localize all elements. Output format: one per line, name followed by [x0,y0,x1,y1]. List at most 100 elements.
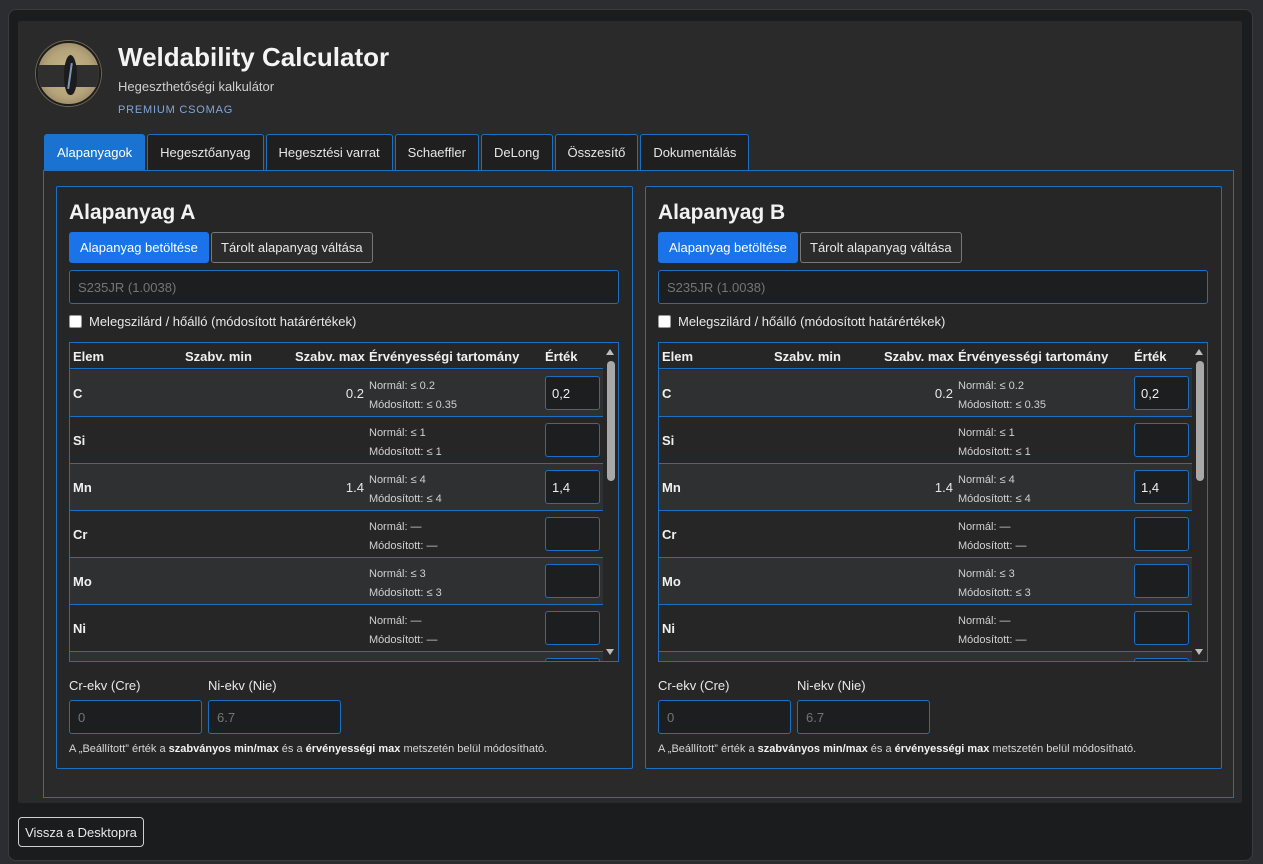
col-validity-range: Érvényességi tartomány [369,349,520,364]
col-value: Érték [1134,349,1167,364]
validity-range: Normál: — Módosított: — [369,518,437,556]
validity-range: Normál: ≤ 1 Módosított: ≤ 1 [958,424,1031,462]
element-value-input[interactable] [1134,517,1189,551]
element-value-input[interactable] [545,658,600,661]
scroll-down-icon[interactable] [1195,649,1203,655]
scroll-down-icon[interactable] [606,649,614,655]
element-value-input[interactable] [1134,376,1189,410]
load-material-button[interactable]: Alapanyag betöltése [658,232,798,263]
table-row-partial [70,652,604,661]
element-symbol: Mo [73,574,92,589]
element-value-input[interactable] [1134,658,1189,661]
element-value-input[interactable] [545,376,600,410]
element-symbol: Mn [73,480,92,495]
validity-range: Normál: ≤ 1 Módosított: ≤ 1 [369,424,442,462]
hot-resistant-toggle[interactable]: Melegszilárd / hőálló (módosított határé… [658,312,945,330]
validity-range: Normál: ≤ 0.2 Módosított: ≤ 0.35 [369,377,457,415]
material-search-input[interactable] [69,270,619,304]
composition-table: Elem Szabv. min Szabv. max Érvényességi … [658,342,1208,662]
range-modified: Módosított: ≤ 4 [369,493,442,505]
scroll-up-icon[interactable] [606,349,614,355]
table-row: Cr Normál: — Módosított: — [70,511,604,558]
element-value-input[interactable] [545,564,600,598]
std-max-value: 0.2 [934,386,953,401]
back-to-desktop-button[interactable]: Vissza a Desktopra [18,817,144,847]
app-logo-icon [36,41,101,106]
tab-osszesito[interactable]: Összesítő [554,134,639,170]
cr-eq-input[interactable] [69,700,202,734]
element-symbol: Cr [73,527,88,542]
range-note: A „Beállított” érték a szabványos min/ma… [69,743,548,755]
tab-content: Alapanyag A Alapanyag betöltése Tárolt a… [43,170,1234,798]
switch-material-button[interactable]: Tárolt alapanyag váltása [211,232,373,263]
validity-range: Normál: ≤ 0.2 Módosított: ≤ 0.35 [958,377,1046,415]
cr-eq-label: Cr-ekv (Cre) [69,678,141,693]
table-row: Ni Normál: — Módosított: — [70,605,604,652]
ni-eq-label: Ni-ekv (Nie) [208,678,277,693]
card-title: Alapanyag A [69,201,196,224]
validity-range: Normál: ≤ 3 Módosított: ≤ 3 [958,565,1031,603]
element-symbol: C [662,386,672,401]
table-row: C 0.2 Normál: ≤ 0.2 Módosított: ≤ 0.35 [70,370,604,417]
range-modified: Módosított: ≤ 1 [369,446,442,458]
element-value-input[interactable] [1134,564,1189,598]
range-normal: Normál: ≤ 1 [958,427,1015,439]
col-elem: Elem [73,349,105,364]
switch-material-button[interactable]: Tárolt alapanyag váltása [800,232,962,263]
range-modified: Módosított: — [958,634,1027,646]
tab-hegesztoanyag[interactable]: Hegesztőanyag [147,134,264,170]
app-subtitle: Hegeszthetőségi kalkulátor [118,79,275,94]
range-modified: Módosított: — [369,540,438,552]
table-row: Mo Normál: ≤ 3 Módosított: ≤ 3 [659,558,1193,605]
col-elem: Elem [662,349,694,364]
range-modified: Módosított: ≤ 3 [958,587,1031,599]
ni-eq-label: Ni-ekv (Nie) [797,678,866,693]
scroll-thumb[interactable] [1196,361,1204,481]
element-value-input[interactable] [1134,611,1189,645]
app-title: Weldability Calculator [118,42,390,72]
range-normal: Normál: ≤ 4 [958,474,1015,486]
scroll-thumb[interactable] [607,361,615,481]
element-value-input[interactable] [545,611,600,645]
range-normal: Normál: ≤ 4 [369,474,426,486]
table-scrollbar[interactable] [603,343,618,661]
material-search-input[interactable] [658,270,1208,304]
table-header: Elem Szabv. min Szabv. max Érvényességi … [659,343,1193,369]
cr-eq-input[interactable] [658,700,791,734]
ni-eq-input[interactable] [797,700,930,734]
tab-schaeffler[interactable]: Schaeffler [394,134,479,170]
table-scrollbar[interactable] [1192,343,1207,661]
tab-alapanyagok[interactable]: Alapanyagok [44,134,146,170]
premium-badge: PREMIUM CSOMAG [118,104,234,116]
element-symbol: Cr [662,527,677,542]
composition-table: Elem Szabv. min Szabv. max Érvényességi … [69,342,619,662]
app-window: Weldability Calculator Hegeszthetőségi k… [8,9,1253,861]
col-std-min: Szabv. min [185,349,252,364]
table-header: Elem Szabv. min Szabv. max Érvényességi … [70,343,604,369]
table-row: Ni Normál: — Módosított: — [659,605,1193,652]
tab-dokumentalas[interactable]: Dokumentálás [640,134,750,170]
tab-delong[interactable]: DeLong [480,134,553,170]
range-modified: Módosított: ≤ 0.35 [958,399,1046,411]
element-value-input[interactable] [545,423,600,457]
hot-resistant-checkbox[interactable] [69,314,82,328]
hot-resistant-checkbox[interactable] [658,314,671,328]
element-value-input[interactable] [545,517,600,551]
validity-range: Normál: — Módosított: — [958,518,1026,556]
ni-eq-input[interactable] [208,700,341,734]
element-value-input[interactable] [1134,423,1189,457]
validity-range: Normál: ≤ 4 Módosított: ≤ 4 [369,471,442,509]
validity-range: Normál: — Módosított: — [958,612,1026,650]
validity-range: Normál: ≤ 3 Módosított: ≤ 3 [369,565,442,603]
cr-eq-label: Cr-ekv (Cre) [658,678,730,693]
validity-range: Normál: ≤ 4 Módosított: ≤ 4 [958,471,1031,509]
hot-resistant-toggle[interactable]: Melegszilárd / hőálló (módosított határé… [69,312,356,330]
element-symbol: Ni [662,621,675,636]
load-material-button[interactable]: Alapanyag betöltése [69,232,209,263]
element-symbol: Mo [662,574,681,589]
element-value-input[interactable] [545,470,600,504]
element-value-input[interactable] [1134,470,1189,504]
tab-hegesztesi-varrat[interactable]: Hegesztési varrat [265,134,393,170]
scroll-up-icon[interactable] [1195,349,1203,355]
range-normal: Normál: ≤ 3 [958,568,1015,580]
